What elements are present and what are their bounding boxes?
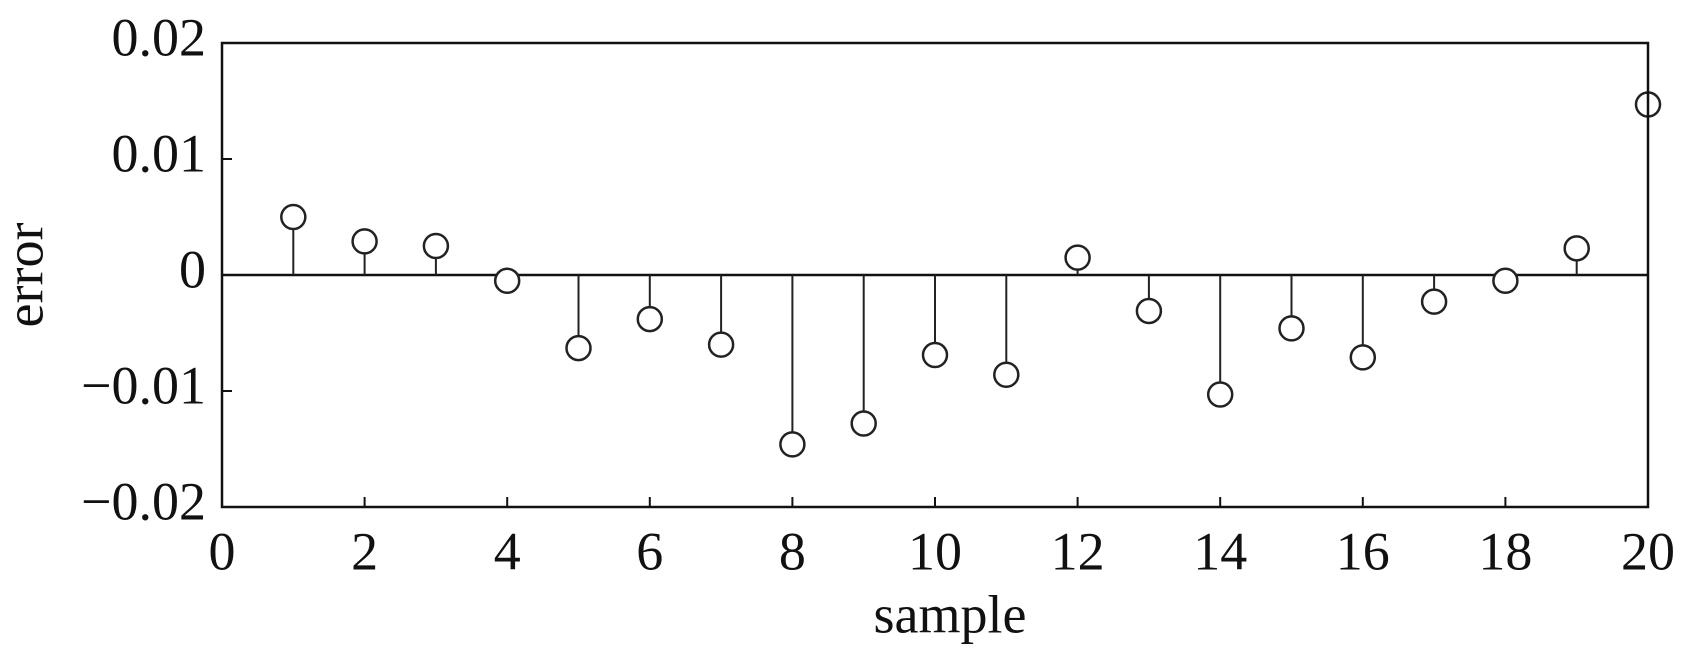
y-axis-label: error <box>0 223 54 328</box>
y-tick-label: 0.02 <box>112 7 207 67</box>
x-tick-label: 12 <box>1051 521 1105 581</box>
x-tick-label: 14 <box>1193 521 1247 581</box>
stem-marker <box>493 267 521 295</box>
x-tick-label: 6 <box>636 521 663 581</box>
stem-marker <box>850 410 877 437</box>
x-tick-label: 20 <box>1621 521 1675 581</box>
y-tick-label: −0.01 <box>81 355 206 415</box>
stem-marker <box>1492 267 1519 295</box>
stem-marker <box>1563 235 1590 262</box>
stem-marker <box>1135 297 1163 325</box>
stem-marker <box>993 361 1020 389</box>
stem-marker <box>422 232 450 260</box>
stem-marker <box>1206 381 1234 408</box>
stem-marker <box>636 305 664 333</box>
x-tick-label: 4 <box>494 521 521 581</box>
y-tick-label: −0.02 <box>81 471 206 531</box>
y-tick-label: 0.01 <box>112 123 207 183</box>
stem-marker <box>1420 288 1448 315</box>
stem-marker <box>779 431 806 458</box>
x-axis-label: sample <box>874 584 1027 644</box>
x-tick-label: 0 <box>209 521 236 581</box>
stem-marker <box>707 331 735 358</box>
x-tick-label: 2 <box>351 521 378 581</box>
stem-marker <box>565 334 592 362</box>
x-tick-label: 16 <box>1336 521 1390 581</box>
x-tick-label: 10 <box>908 521 962 581</box>
y-tick-label: 0 <box>179 239 206 299</box>
stem-marker <box>280 203 307 231</box>
plot-frame <box>220 41 1650 509</box>
stem-marker <box>1349 344 1377 371</box>
stem-marker <box>921 341 949 369</box>
stem-marker <box>1064 244 1091 271</box>
stem-marker <box>1278 315 1305 342</box>
x-tick-label: 18 <box>1478 521 1532 581</box>
x-tick-label: 8 <box>779 521 806 581</box>
stem-marker <box>351 228 378 255</box>
